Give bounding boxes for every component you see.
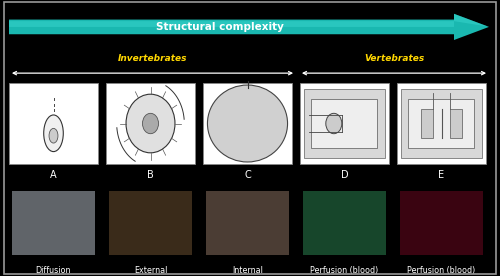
Bar (421, 109, 434, 138)
Ellipse shape (44, 115, 64, 152)
Text: Internal
convection: Internal convection (226, 266, 270, 276)
Text: C: C (244, 170, 251, 180)
Bar (450, 109, 462, 138)
Bar (9, 171, 98, 261)
Ellipse shape (218, 96, 276, 151)
Ellipse shape (208, 85, 288, 162)
Bar (108, 191, 192, 256)
Bar (300, 83, 389, 164)
Bar (12, 191, 96, 256)
Ellipse shape (49, 128, 58, 143)
Bar (106, 171, 195, 261)
Text: Structural complexity: Structural complexity (156, 22, 284, 32)
Polygon shape (9, 14, 489, 40)
Bar (400, 89, 482, 158)
Text: D: D (340, 170, 348, 180)
Text: Invertebrates: Invertebrates (118, 54, 187, 63)
Text: E: E (438, 170, 444, 180)
Ellipse shape (238, 114, 258, 133)
Text: External
convection: External convection (128, 266, 172, 276)
Bar (400, 191, 483, 256)
Ellipse shape (229, 105, 266, 142)
Text: A: A (50, 170, 57, 180)
Text: Perfusion (blood)
and ventilation (air): Perfusion (blood) and ventilation (air) (402, 266, 481, 276)
Bar (206, 191, 290, 256)
Text: Perfusion (blood)
ventilation (water): Perfusion (blood) ventilation (water) (308, 266, 382, 276)
Bar (9, 83, 98, 164)
Ellipse shape (326, 113, 342, 134)
Bar (302, 191, 386, 256)
Bar (300, 171, 389, 261)
Bar (203, 83, 292, 164)
Ellipse shape (142, 113, 158, 134)
Bar (310, 99, 378, 148)
Bar (408, 99, 474, 148)
Bar (397, 171, 486, 261)
Bar (106, 83, 195, 164)
Bar (304, 89, 386, 158)
Bar (203, 171, 292, 261)
Polygon shape (9, 14, 488, 27)
Text: Diffusion: Diffusion (36, 266, 72, 275)
Text: B: B (147, 170, 154, 180)
Bar (397, 83, 486, 164)
Text: Vertebrates: Vertebrates (364, 54, 424, 63)
Ellipse shape (126, 94, 175, 153)
